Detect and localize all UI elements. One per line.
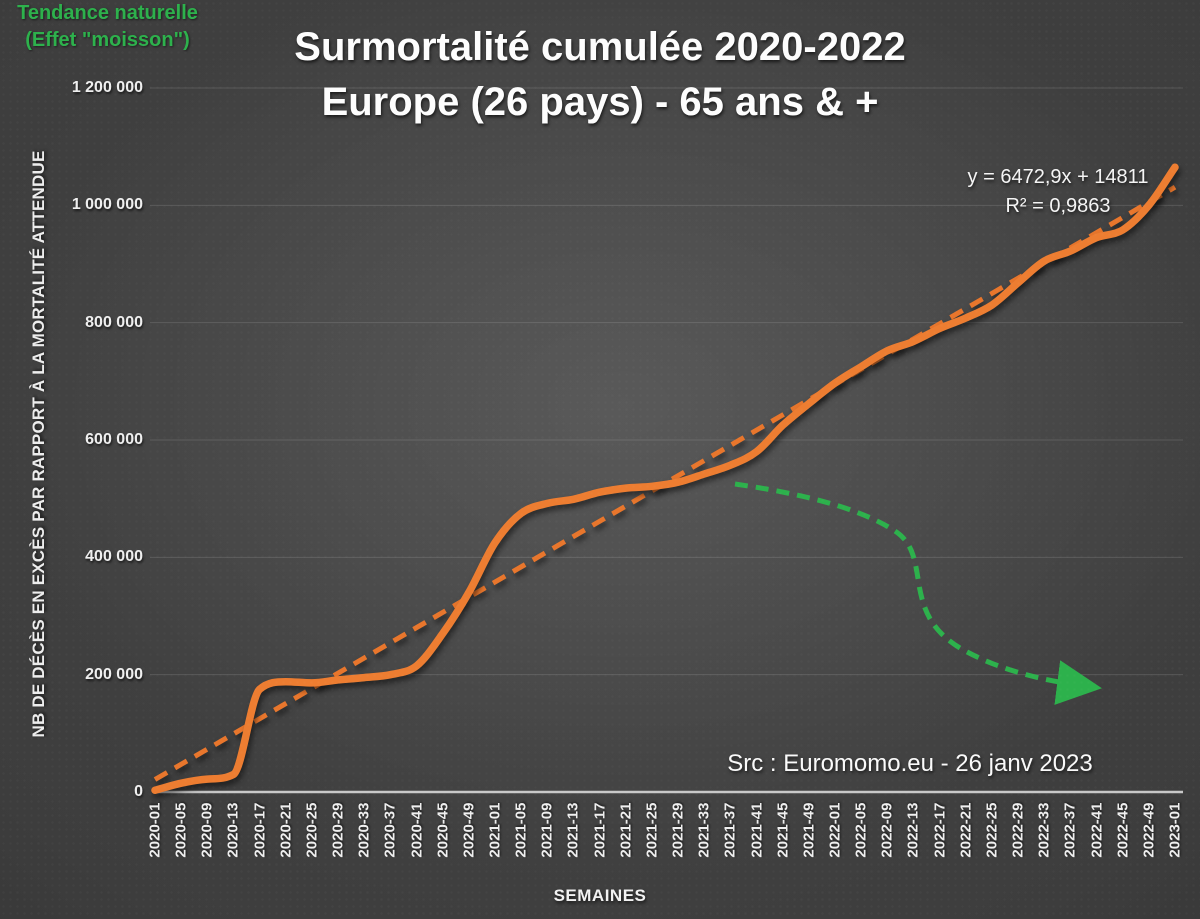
x-tick-label: 2023-01 (1166, 802, 1184, 858)
x-tick-label: 2020-29 (329, 802, 347, 858)
y-tick-label: 1 000 000 (71, 196, 143, 214)
x-tick-label: 2022-33 (1035, 802, 1053, 858)
x-tick-label: 2020-41 (408, 802, 426, 858)
x-tick-label: 2022-49 (1140, 802, 1158, 858)
x-tick-label: 2021-37 (721, 802, 739, 858)
harvest-effect-arrow (734, 481, 1102, 705)
x-tick-label: 2021-25 (643, 802, 661, 858)
x-tick-label: 2021-33 (695, 802, 713, 858)
trendline-equation: y = 6472,9x + 14811 R² = 0,9863 (938, 163, 1178, 221)
chart-title-line1: Surmortalité cumulée 2020-2022 (294, 25, 906, 69)
x-tick-label: 2021-05 (512, 802, 530, 858)
x-tick-label: 2022-37 (1061, 802, 1079, 858)
harvest-effect-line2: (Effet "moisson") (25, 29, 190, 51)
x-axis-title: SEMAINES (553, 886, 647, 905)
y-tick-label: 200 000 (85, 665, 143, 683)
y-tick-label: 600 000 (85, 431, 143, 448)
x-tick-label: 2020-45 (434, 802, 452, 858)
source-caption: Src : Euromomo.eu - 26 janv 2023 (727, 750, 1093, 777)
x-tick-label: 2020-33 (355, 802, 373, 858)
x-tick-label: 2022-13 (904, 802, 922, 858)
x-tick-label: 2021-13 (564, 802, 582, 858)
x-tick-label: 2022-41 (1088, 802, 1106, 858)
x-tick-label: 2022-01 (826, 802, 844, 858)
x-tick-label: 2020-21 (277, 802, 295, 858)
x-tick-label: 2020-49 (460, 802, 478, 858)
excess-mortality-curve (151, 163, 1179, 794)
trendline-equation-r2: R² = 0,9863 (1005, 195, 1111, 217)
x-tick-label: 2021-17 (591, 802, 609, 858)
y-tick-label: 0 (134, 783, 143, 800)
x-tick-label: 2020-17 (251, 802, 269, 858)
x-tick-label: 2021-49 (800, 802, 818, 858)
x-tick-label: 2021-29 (669, 802, 687, 858)
x-tick-label: 2022-45 (1114, 802, 1132, 858)
x-tick-label: 2021-09 (538, 802, 556, 858)
x-tick-label: 2022-29 (1009, 802, 1027, 858)
x-tick-label: 2020-01 (146, 802, 164, 858)
chart-title-line2: Europe (26 pays) - 65 ans & + (321, 80, 879, 125)
x-tick-label: 2020-25 (303, 802, 321, 858)
x-tick-label: 2022-09 (878, 802, 896, 858)
harvest-effect-annotation: Tendance naturelle (Effet "moisson") (0, 0, 215, 54)
x-tick-label: 2022-25 (983, 802, 1001, 858)
x-tick-label: 2022-05 (852, 802, 870, 858)
x-tick-label: 2020-13 (224, 802, 242, 858)
y-tick-label: 400 000 (85, 548, 143, 566)
x-tick-label: 2020-05 (172, 802, 190, 858)
x-tick-label: 2020-09 (198, 802, 216, 858)
y-tick-label: 800 000 (85, 313, 143, 331)
x-tick-label: 2021-45 (774, 802, 792, 858)
x-tick-label: 2021-21 (617, 802, 635, 858)
y-tick-label: 1 200 000 (71, 79, 143, 96)
x-tick-label: 2022-17 (931, 802, 949, 858)
x-tick-label: 2022-21 (957, 802, 975, 858)
x-tick-label: 2021-41 (748, 802, 766, 858)
x-tick-label: 2020-37 (381, 802, 399, 858)
trendline-equation-formula: y = 6472,9x + 14811 (967, 166, 1149, 188)
chart-title: Surmortalité cumulée 2020-2022 Europe (2… (0, 20, 1200, 130)
x-tick-label: 2021-01 (486, 802, 504, 858)
harvest-effect-line1: Tendance naturelle (17, 2, 198, 24)
